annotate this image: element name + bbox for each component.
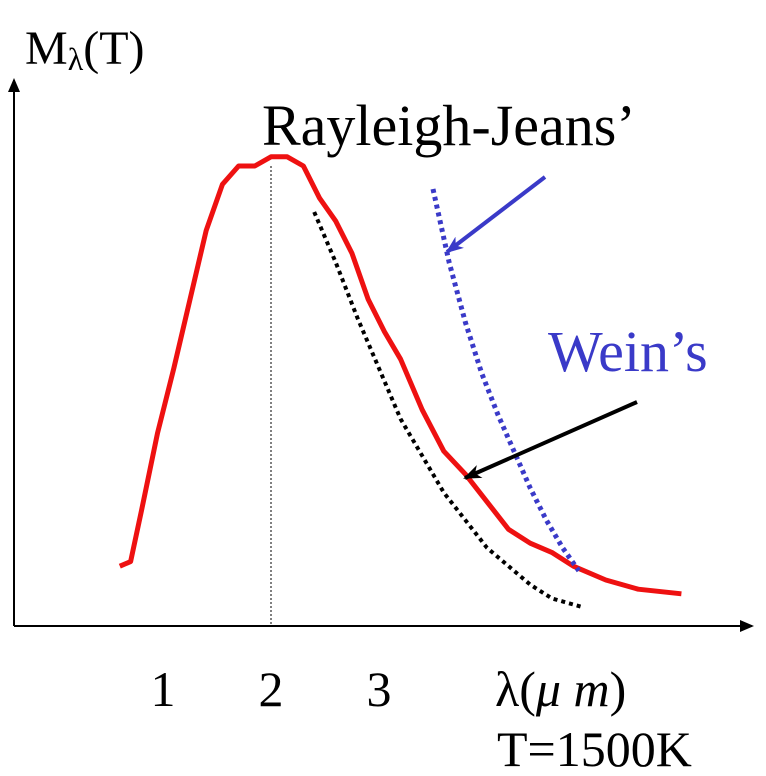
x-tick-label: 2: [259, 661, 284, 717]
y-axis-label: Mλ(T): [25, 22, 145, 77]
x-tick-labels: 1 2 3: [151, 661, 392, 717]
annotation-rayleigh-jeans: Rayleigh-Jeans’: [262, 93, 636, 158]
rayleigh-jeans-arrow: [445, 175, 547, 254]
x-tick-label: 1: [151, 661, 176, 717]
series-layer: [118, 154, 682, 626]
x-tick-label: 3: [367, 661, 392, 717]
x-axis-label: λ(μ m): [495, 661, 626, 717]
series-line-rayleigh-jeans: [430, 188, 581, 573]
series-line-wein: [312, 211, 585, 610]
annotation-wein: Wein’s: [548, 319, 708, 384]
series-line-planck: [118, 154, 682, 597]
temperature-note: T=1500K: [497, 721, 692, 776]
wein-arrow: [463, 400, 638, 480]
